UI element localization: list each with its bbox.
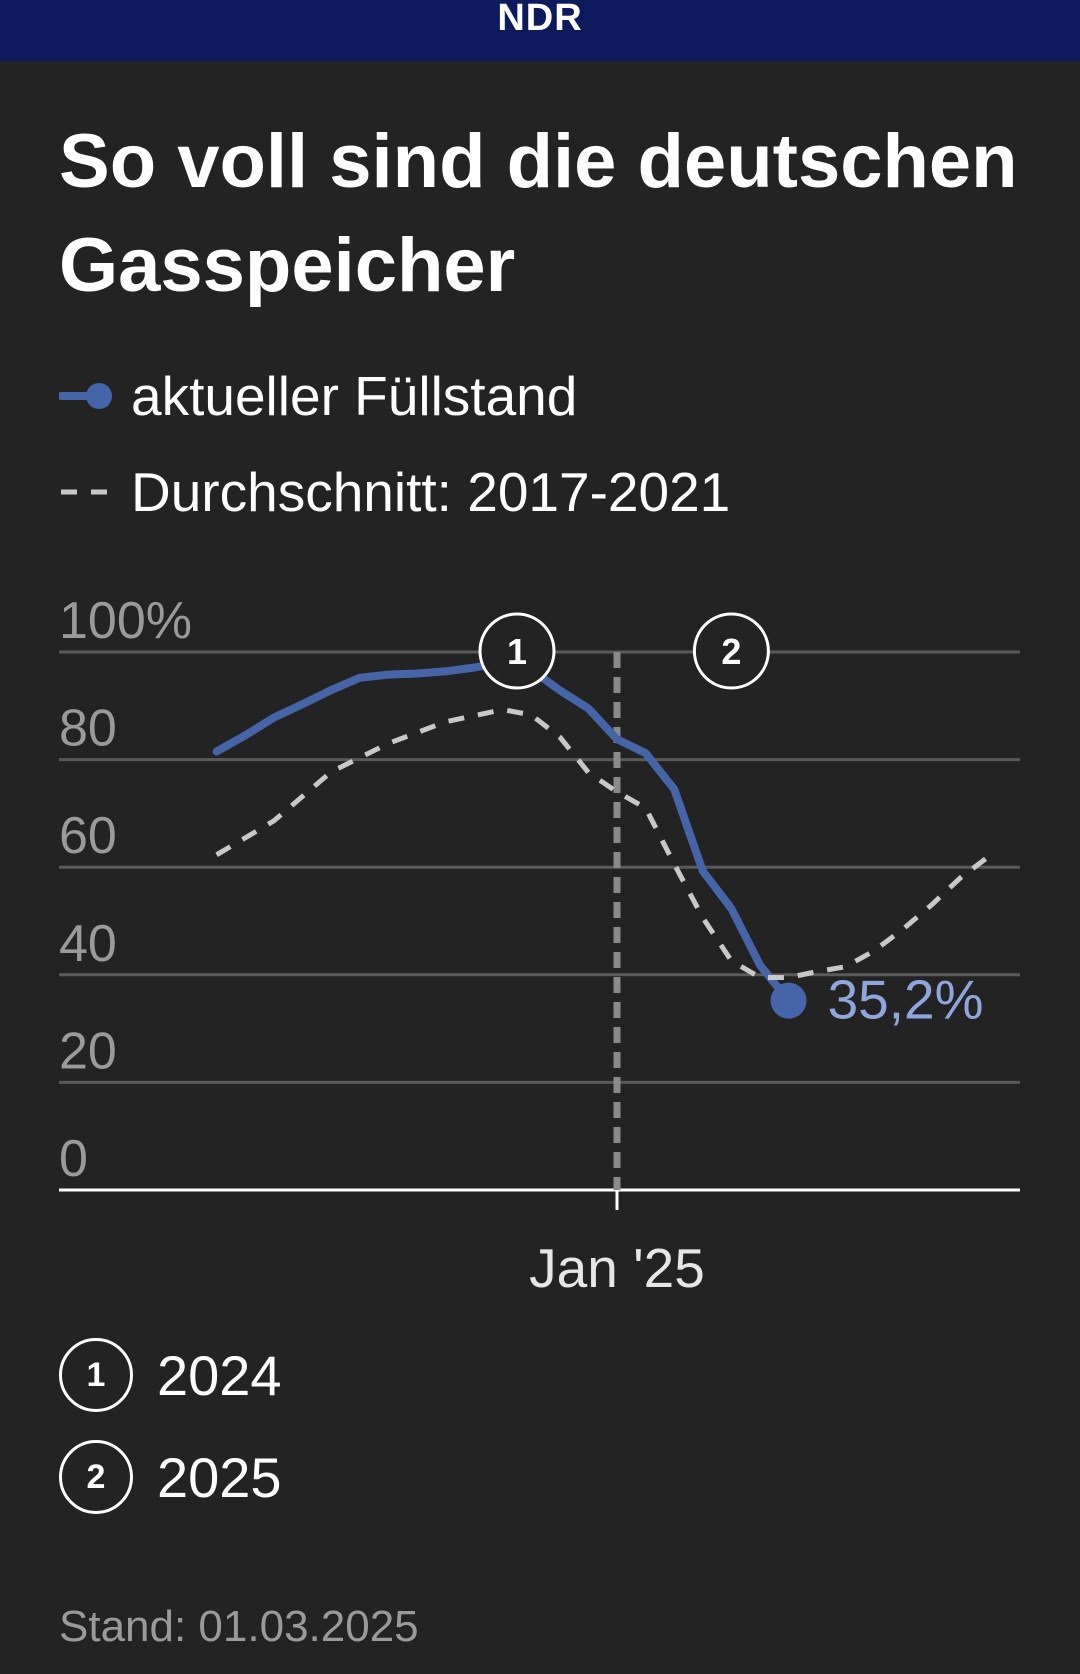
chart-marker-label: 2 (721, 631, 741, 672)
current-value-label: 35,2% (828, 969, 984, 1031)
legend-current-label: aktueller Füllstand (131, 365, 578, 427)
data-date-note: Stand: 01.03.2025 (59, 1602, 419, 1651)
y-tick-label: 0 (59, 1130, 88, 1188)
average-series-line (215, 707, 991, 980)
legend-line-dot-icon (59, 383, 112, 409)
legend-average: Durchschnitt: 2017-2021 (59, 460, 730, 524)
legend-current: aktueller Füllstand (59, 364, 577, 428)
annotation-2-marker: 2 (59, 1440, 133, 1514)
annotation-1-label: 2024 (157, 1343, 282, 1407)
legend-average-label: Durchschnitt: 2017-2021 (131, 461, 731, 523)
annotation-1-marker: 1 (59, 1338, 133, 1412)
chart-marker-label: 1 (507, 631, 527, 672)
legend-dashed-line-icon (61, 489, 113, 495)
header-bar: NDR (0, 0, 1080, 61)
y-tick-label: 60 (59, 807, 117, 865)
annotation-2: 2 2025 (59, 1440, 282, 1514)
y-tick-label: 100% (59, 592, 192, 650)
chart-marker-circle (692, 612, 770, 690)
current-series-line (212, 658, 793, 1005)
chart-title: So voll sind die deutschen Gasspeicher (59, 119, 1018, 308)
brand-logo: NDR (497, 0, 583, 39)
y-tick-label: 40 (59, 915, 117, 973)
x-tick-label: Jan '25 (529, 1237, 705, 1299)
y-tick-label: 20 (59, 1022, 117, 1080)
line-chart: 100% 80 60 40 20 0 Jan '25 35,2% 1 2 (59, 592, 1020, 1299)
annotation-2-label: 2025 (157, 1445, 282, 1509)
chart-marker-circle (478, 612, 556, 690)
y-tick-label: 80 (59, 700, 117, 758)
annotation-1: 1 2024 (59, 1338, 282, 1412)
current-endpoint-dot (770, 982, 807, 1019)
